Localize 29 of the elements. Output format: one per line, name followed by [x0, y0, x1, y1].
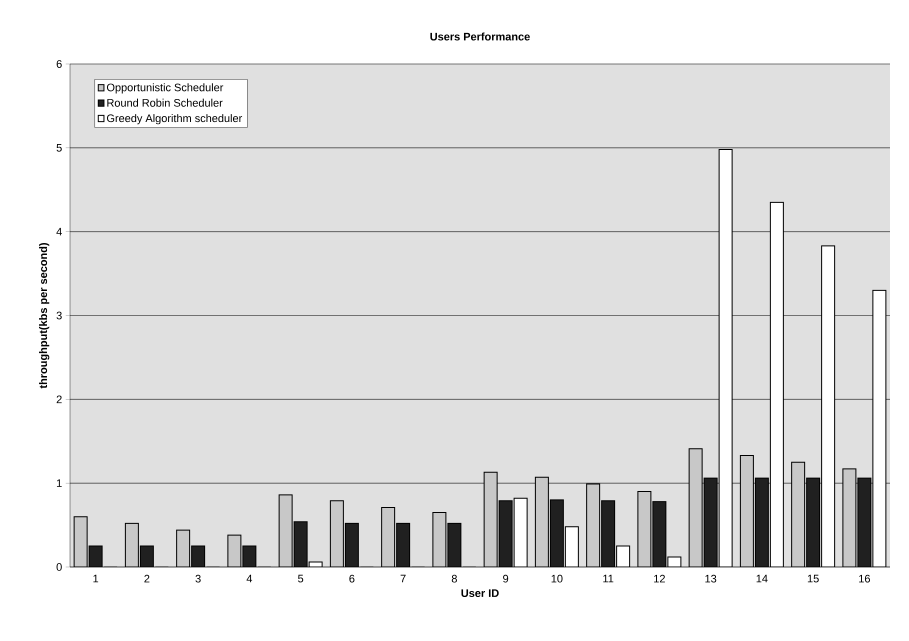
legend-label: Round Robin Scheduler	[107, 98, 223, 107]
y-axis-title: throughput(kbs per second)	[39, 242, 50, 388]
y-tick-label: 3	[56, 312, 62, 320]
x-tick-label: 3	[196, 574, 201, 583]
x-tick-label: 10	[552, 574, 563, 583]
x-tick-label: 6	[349, 574, 354, 583]
x-tick-label: 15	[808, 574, 819, 582]
x-tick-label: 2	[144, 574, 150, 582]
legend-label: Opportunistic Scheduler	[106, 83, 224, 94]
x-tick-label: 7	[400, 574, 406, 582]
chart-title: Users Performance	[430, 32, 530, 40]
x-tick-label: 16	[859, 574, 870, 583]
y-tick-label: 4	[56, 228, 62, 236]
y-tick-label: 1	[56, 479, 62, 487]
x-tick-label: 9	[503, 574, 508, 583]
x-tick-label: 5	[298, 574, 304, 582]
x-tick-label: 14	[756, 574, 768, 582]
x-tick-label: 8	[452, 574, 457, 583]
y-tick-label: 6	[56, 60, 62, 68]
y-tick-label: 5	[56, 144, 62, 152]
x-tick-label: 1	[93, 574, 98, 582]
legend-label: Greedy Algorithm scheduler	[106, 114, 242, 124]
y-tick-label: 0	[56, 563, 62, 571]
x-tick-label: 13	[705, 574, 716, 583]
x-tick-label: 12	[654, 574, 665, 582]
y-tick-label: 2	[56, 396, 62, 404]
x-tick-label: 4	[246, 574, 252, 582]
x-tick-label: 11	[603, 574, 614, 582]
x-axis-title: User ID	[461, 589, 499, 598]
